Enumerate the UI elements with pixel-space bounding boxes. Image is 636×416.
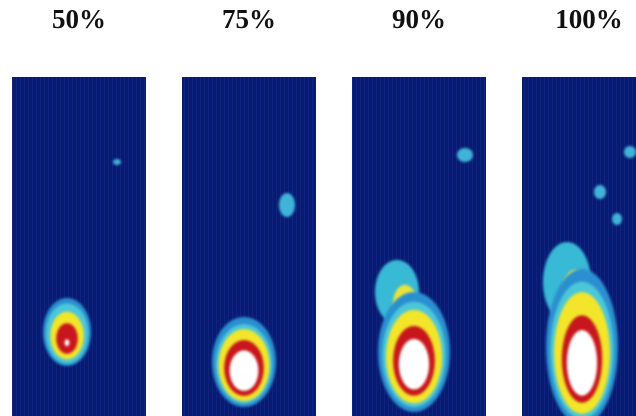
blob-red: [56, 323, 78, 354]
heatmap-panel: [12, 77, 146, 416]
blob-spot: [594, 185, 606, 199]
heatmap-panel: [182, 77, 316, 416]
blob-spot: [279, 193, 295, 217]
blob-core: [230, 350, 259, 391]
panel-label: 75%: [222, 4, 276, 34]
panel-background: [12, 77, 146, 416]
blob-core: [567, 330, 597, 396]
heatmap-panel: [522, 77, 636, 416]
panel-label: 90%: [392, 4, 446, 34]
panel-label: 50%: [52, 4, 106, 34]
blob-spot: [612, 213, 622, 225]
blob-core: [399, 339, 429, 389]
panel-label: 100%: [555, 4, 623, 34]
figure: 50% 75% 90% 100%: [0, 0, 636, 416]
blob-spot: [457, 148, 473, 162]
blob-spot: [624, 146, 636, 158]
blob-core: [65, 339, 70, 346]
heatmap-panel: [352, 77, 486, 416]
blob-spot: [113, 159, 121, 165]
